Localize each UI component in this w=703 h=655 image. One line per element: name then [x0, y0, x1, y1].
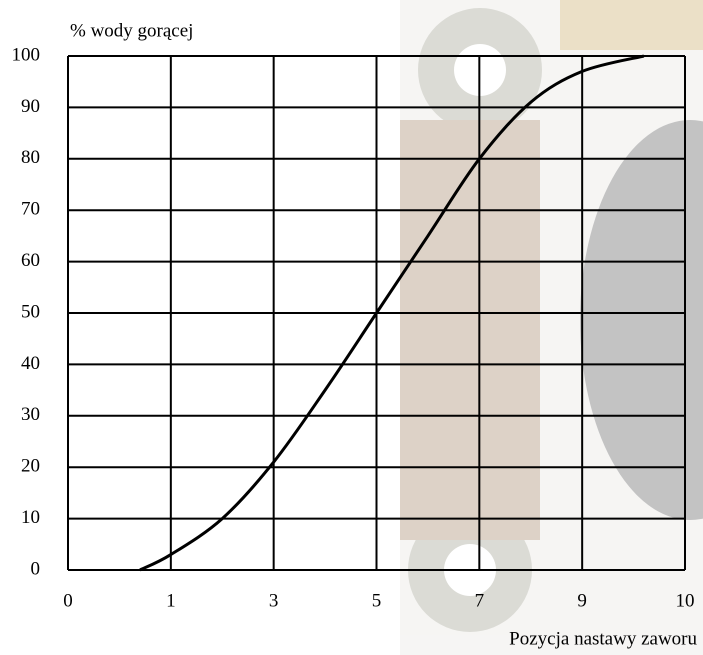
x-tick-label: 3 [269, 590, 279, 611]
y-tick-label: 20 [21, 456, 40, 477]
y-tick-label: 50 [21, 301, 40, 322]
x-tick-label: 5 [372, 590, 382, 611]
y-tick-label: 40 [21, 353, 40, 374]
x-axis-label: Pozycja nastawy zaworu [509, 628, 697, 649]
y-tick-label: 90 [21, 96, 40, 117]
chart: % wody gorącej Pozycja nastawy zaworu 0 1… [0, 0, 703, 655]
background-photo [400, 0, 703, 655]
y-tick-label: 10 [21, 507, 40, 528]
y-tick-label: 70 [21, 199, 40, 220]
x-tick-label: 7 [475, 590, 485, 611]
x-tick-label: 10 [676, 590, 695, 611]
chart-title: % wody gorącej [70, 20, 193, 41]
y-tick-label: 80 [21, 147, 40, 168]
x-tick-label: 0 [63, 590, 73, 611]
x-tick-label: 9 [577, 590, 587, 611]
x-tick-label: 1 [166, 590, 176, 611]
y-tick-label: 60 [21, 250, 40, 271]
y-tick-label: 100 [12, 44, 41, 65]
y-tick-label: 0 [31, 558, 41, 579]
y-tick-label: 30 [21, 404, 40, 425]
